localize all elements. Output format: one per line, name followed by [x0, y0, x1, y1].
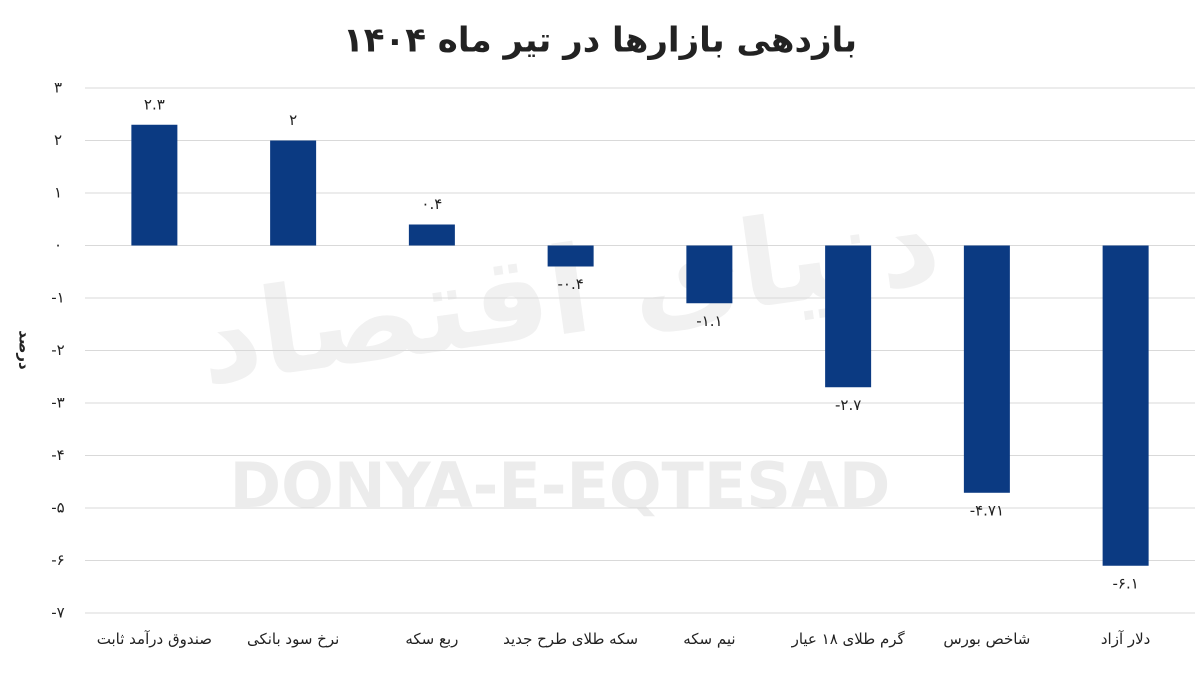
x-tick-label: ربع سکه — [405, 630, 459, 648]
y-axis-label: درصد — [16, 330, 34, 370]
x-tick-label: صندوق درآمد ثابت — [96, 630, 212, 648]
value-label: ۲.۳ — [144, 95, 165, 113]
y-tick-label: -۳ — [51, 394, 64, 412]
value-label: -۲.۷ — [835, 396, 861, 414]
y-tick-label: ۰ — [54, 236, 62, 254]
value-label: ۲ — [289, 111, 297, 129]
bar — [547, 245, 594, 267]
chart-title: بازدهی بازارها در تیر ماه ۱۴۰۴ — [343, 21, 857, 61]
bar — [270, 140, 317, 246]
y-tick-label: -۶ — [51, 551, 64, 569]
bar — [686, 245, 733, 304]
bar — [825, 245, 872, 388]
x-tick-label: شاخص بورس — [943, 630, 1031, 648]
watermark: DONYA-E-EQTESAD — [230, 449, 891, 522]
value-label: -۱.۱ — [696, 312, 722, 330]
y-tick-label: -۲ — [51, 341, 64, 359]
y-tick-label: ۳ — [54, 79, 62, 97]
y-tick-label: ۲ — [54, 131, 62, 149]
bar — [408, 224, 455, 246]
x-tick-label: گرم طلای ۱۸ عیار — [791, 630, 905, 648]
x-tick-label: نیم سکه — [683, 630, 736, 648]
bar — [1102, 245, 1149, 566]
value-label: ۰.۴ — [421, 195, 442, 213]
bar — [963, 245, 1010, 493]
x-tick-label: نرخ سود بانکی — [246, 630, 340, 648]
x-tick-label: دلار آزاد — [1100, 630, 1151, 648]
x-tick-label: سکه طلای طرح جدید — [503, 630, 639, 648]
value-label: -۴.۷۱ — [970, 501, 1004, 519]
value-label: -۰.۴ — [557, 275, 583, 293]
y-tick-label: ۱ — [54, 184, 62, 202]
value-label: -۶.۱ — [1112, 574, 1138, 592]
y-tick-label: -۴ — [51, 446, 64, 464]
y-tick-label: -۱ — [51, 289, 64, 307]
y-tick-label: -۷ — [51, 604, 64, 622]
bar — [131, 124, 178, 246]
y-tick-label: -۵ — [51, 499, 64, 517]
